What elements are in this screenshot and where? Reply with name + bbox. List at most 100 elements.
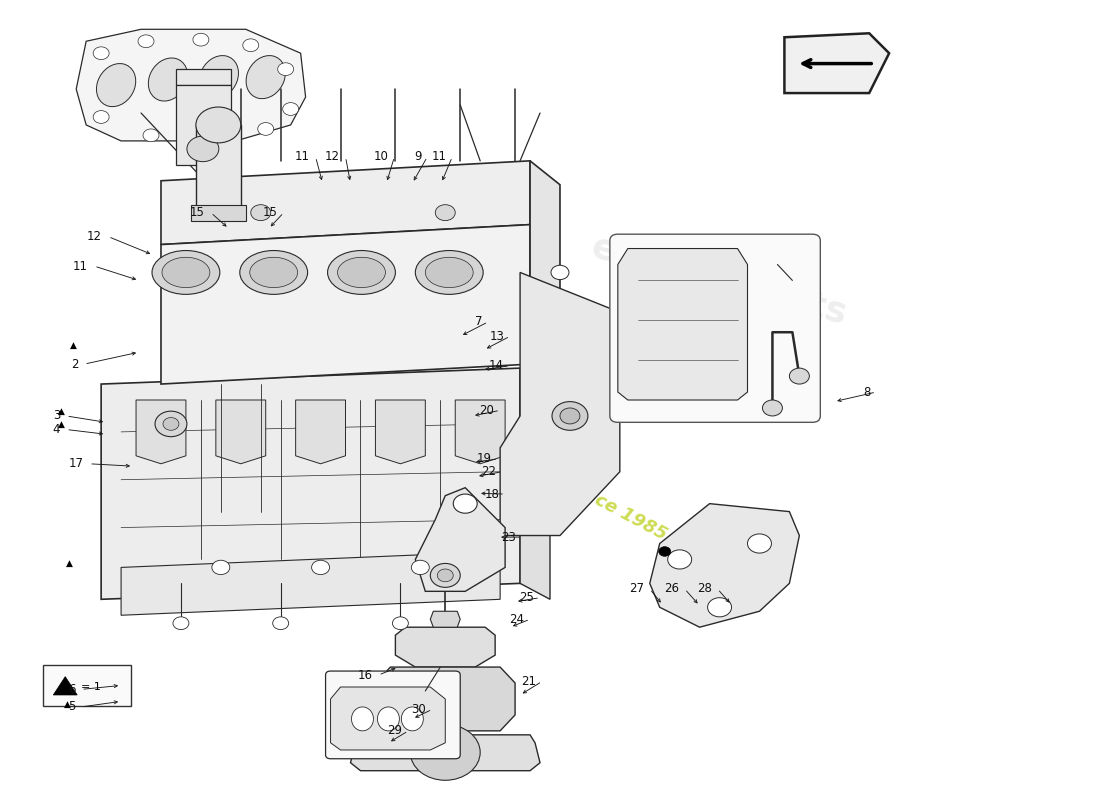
Polygon shape xyxy=(530,161,560,392)
Polygon shape xyxy=(296,400,345,464)
Text: 9: 9 xyxy=(414,150,421,163)
Ellipse shape xyxy=(426,258,473,287)
Circle shape xyxy=(251,205,271,221)
Circle shape xyxy=(196,107,241,143)
Text: ▲: ▲ xyxy=(64,684,70,693)
Polygon shape xyxy=(76,30,306,141)
Polygon shape xyxy=(176,69,231,85)
Text: 17: 17 xyxy=(68,458,84,470)
Text: 30: 30 xyxy=(411,703,427,716)
Circle shape xyxy=(668,550,692,569)
Text: 21: 21 xyxy=(521,675,536,688)
Text: 7: 7 xyxy=(475,315,482,328)
Circle shape xyxy=(187,136,219,162)
Circle shape xyxy=(551,266,569,280)
FancyBboxPatch shape xyxy=(326,671,460,758)
Circle shape xyxy=(436,205,455,221)
Polygon shape xyxy=(375,400,426,464)
Text: 12: 12 xyxy=(324,150,340,163)
Polygon shape xyxy=(121,551,501,615)
Polygon shape xyxy=(196,125,241,217)
Polygon shape xyxy=(530,364,590,440)
Text: 18: 18 xyxy=(484,487,499,501)
Polygon shape xyxy=(520,368,550,599)
Text: 11: 11 xyxy=(431,150,447,163)
Ellipse shape xyxy=(240,250,308,294)
Circle shape xyxy=(173,617,189,630)
Circle shape xyxy=(411,560,429,574)
Circle shape xyxy=(155,411,187,437)
Polygon shape xyxy=(455,400,505,464)
Text: 4: 4 xyxy=(53,423,60,436)
Text: 12: 12 xyxy=(87,230,102,243)
Text: 28: 28 xyxy=(696,582,712,595)
Circle shape xyxy=(273,617,288,630)
Polygon shape xyxy=(784,34,889,93)
Ellipse shape xyxy=(162,258,210,287)
Text: 14: 14 xyxy=(490,359,504,372)
Circle shape xyxy=(410,725,481,780)
Text: = 1: = 1 xyxy=(81,682,101,692)
Text: ▲: ▲ xyxy=(66,559,73,568)
Text: ▲: ▲ xyxy=(58,406,65,416)
Text: 26: 26 xyxy=(663,582,679,595)
Polygon shape xyxy=(351,735,540,770)
Bar xyxy=(43,665,131,706)
Circle shape xyxy=(192,34,209,46)
Circle shape xyxy=(257,122,274,135)
Polygon shape xyxy=(161,225,530,384)
Text: ▲: ▲ xyxy=(58,420,65,430)
Text: 29: 29 xyxy=(387,724,403,738)
Text: 6: 6 xyxy=(68,683,75,696)
Text: 3: 3 xyxy=(53,410,60,422)
Text: 10: 10 xyxy=(374,150,388,163)
Polygon shape xyxy=(216,400,266,464)
Text: ▲: ▲ xyxy=(64,700,70,709)
Circle shape xyxy=(277,62,294,75)
Polygon shape xyxy=(161,161,530,245)
Circle shape xyxy=(748,534,771,553)
Text: 20: 20 xyxy=(480,404,494,417)
Text: 2: 2 xyxy=(70,358,78,370)
Circle shape xyxy=(552,402,587,430)
Polygon shape xyxy=(101,368,520,599)
Text: 5: 5 xyxy=(68,701,75,714)
Polygon shape xyxy=(650,504,800,627)
Circle shape xyxy=(94,47,109,59)
Text: 27: 27 xyxy=(629,582,644,595)
Text: a passion for parts since 1985: a passion for parts since 1985 xyxy=(390,384,670,544)
Circle shape xyxy=(163,418,179,430)
Ellipse shape xyxy=(338,258,385,287)
Circle shape xyxy=(243,39,258,52)
Circle shape xyxy=(311,560,330,574)
Text: ▲: ▲ xyxy=(69,342,77,350)
Circle shape xyxy=(138,35,154,48)
Circle shape xyxy=(762,400,782,416)
Circle shape xyxy=(94,110,109,123)
Ellipse shape xyxy=(152,250,220,294)
Text: 16: 16 xyxy=(358,669,373,682)
Text: 8: 8 xyxy=(862,386,870,398)
Text: 13: 13 xyxy=(490,330,504,342)
Polygon shape xyxy=(136,400,186,464)
Ellipse shape xyxy=(199,55,239,98)
Polygon shape xyxy=(53,677,77,695)
Circle shape xyxy=(438,569,453,582)
Polygon shape xyxy=(395,627,495,667)
Ellipse shape xyxy=(328,250,395,294)
FancyBboxPatch shape xyxy=(609,234,821,422)
Polygon shape xyxy=(430,611,460,627)
Circle shape xyxy=(430,563,460,587)
Circle shape xyxy=(707,598,732,617)
Circle shape xyxy=(453,494,477,514)
Ellipse shape xyxy=(148,58,188,101)
Polygon shape xyxy=(331,687,446,750)
Ellipse shape xyxy=(377,707,399,731)
Polygon shape xyxy=(176,85,231,165)
Circle shape xyxy=(560,408,580,424)
Polygon shape xyxy=(500,273,619,535)
Circle shape xyxy=(393,617,408,630)
Ellipse shape xyxy=(97,63,135,106)
Text: 25: 25 xyxy=(519,591,534,604)
Ellipse shape xyxy=(250,258,298,287)
